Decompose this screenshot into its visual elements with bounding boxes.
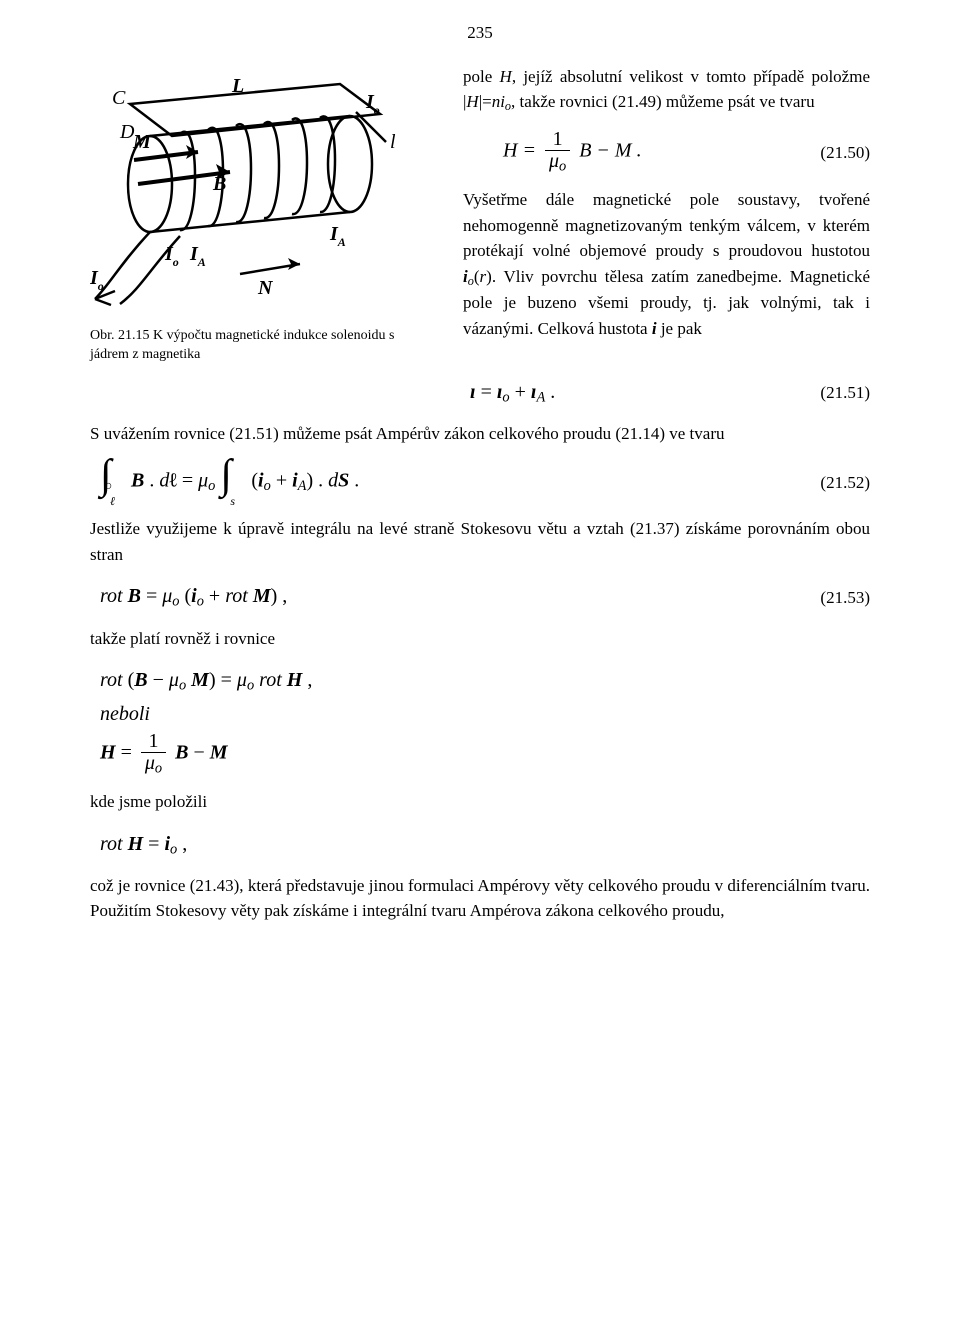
paragraph-7: což je rovnice (21.43), která představuj… [90,873,870,924]
equation-rotH: rot H = io , [90,829,870,861]
eqnum-21-53: (21.53) [790,585,870,611]
intro-paragraph: pole H, jejíž absolutní velikost v tomto… [463,64,870,116]
paragraph-6: kde jsme položili [90,789,870,815]
equation-21-53: rot B = μo (io + rot M) , (21.53) [90,581,870,613]
fig-label-c: C [112,87,126,109]
figure-solenoid: C D L l M B Io IA Io Io IA N [90,64,435,322]
int-icon: ∫ s [220,460,244,504]
svg-text:IA: IA [189,243,206,269]
svg-text:Io: Io [164,243,179,269]
svg-text:IA: IA [329,223,346,249]
svg-text:Io: Io [90,267,104,293]
paragraph-3: S uvážením rovnice (21.51) můžeme psát A… [90,421,870,447]
equation-21-50: H = 1 μo B − M . (21.50) [463,129,870,175]
equation-block-line2: neboli [90,699,870,729]
paragraph-5: takže platí rovněž i rovnice [90,626,870,652]
fig-label-l: l [390,131,396,153]
equation-21-52: ∫ ○ ℓ B . dℓ = μo ∫ s (io + iA) . dS . (… [90,460,870,504]
eqnum-21-50: (21.50) [790,140,870,166]
fig-label-L: L [231,75,244,97]
fig-label-M: M [132,131,152,153]
equation-block-line1: rot (B − μo M) = μo rot H , [90,665,870,697]
fig-label-B: B [212,173,226,195]
paragraph-2: Vyšetřme dále magnetické pole soustavy, … [463,187,870,341]
left-column: C D L l M B Io IA Io Io IA N Obr. 2 [90,64,435,365]
right-column: pole H, jejíž absolutní velikost v tomto… [463,64,870,356]
fig-label-N: N [257,277,274,299]
page-container: 235 [0,0,960,978]
eqnum-21-52: (21.52) [790,470,870,496]
oint-icon: ∫ ○ ℓ [100,460,124,504]
svg-text:Io: Io [365,91,380,117]
equation-21-51: ı = ıo + ıA . (21.51) [90,377,870,409]
figure-caption: Obr. 21.15 K výpočtu magnetické indukce … [90,327,435,365]
solenoid-diagram-svg: C D L l M B Io IA Io Io IA N [90,64,430,314]
equation-block-line3: H = 1 μo B − M [90,731,870,777]
page-number: 235 [90,20,870,46]
eqnum-21-51: (21.51) [790,380,870,406]
paragraph-4: Jestliže využijeme k úpravě integrálu na… [90,516,870,567]
two-column-top: C D L l M B Io IA Io Io IA N Obr. 2 [90,64,870,365]
